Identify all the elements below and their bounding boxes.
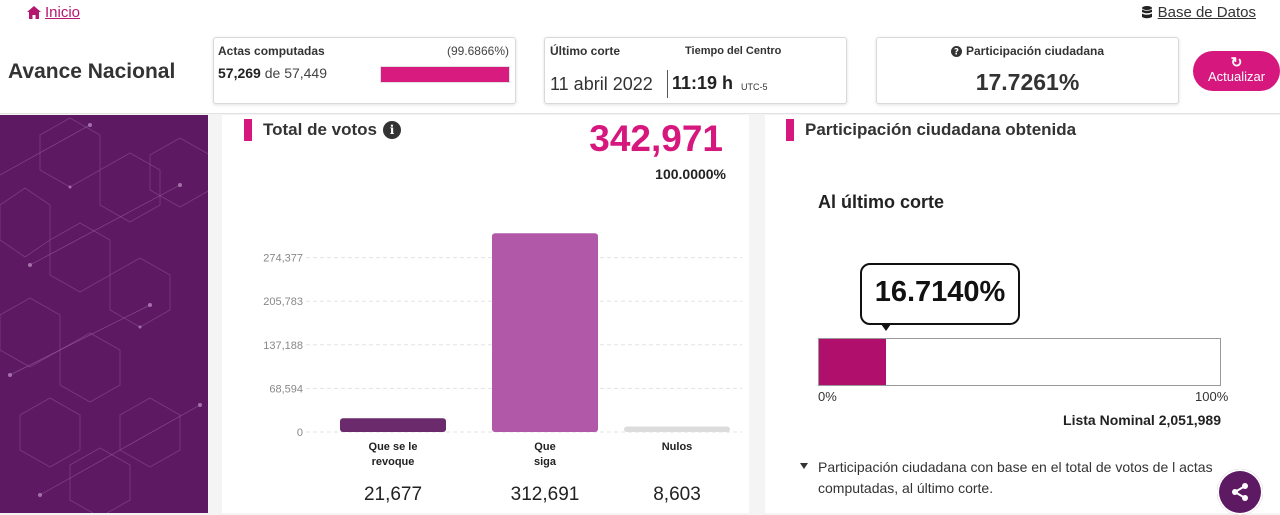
lista-nominal: Lista Nominal 2,051,989 <box>1063 412 1221 428</box>
category-label: Nulos <box>662 441 693 453</box>
participation-value-bubble: 16.7140% <box>860 263 1020 325</box>
home-link[interactable]: Inicio <box>27 4 80 21</box>
bubble-pointer <box>881 324 891 331</box>
actas-count: 57,269 de 57,449 <box>218 65 327 81</box>
participation-card-label-text: Participación ciudadana <box>965 44 1105 58</box>
section-marker <box>786 119 794 141</box>
participation-progress-fill <box>819 339 887 385</box>
database-icon <box>1141 6 1152 19</box>
category-label: revoque <box>372 456 415 468</box>
actas-progress-fill <box>381 67 509 82</box>
participation-note: Participación ciudadana con base en el t… <box>800 457 1230 499</box>
database-link-label: Base de Datos <box>1157 4 1256 21</box>
refresh-button[interactable]: ↻ Actualizar <box>1193 51 1280 91</box>
progress-max-label: 100% <box>1195 389 1229 404</box>
hexagon-pattern <box>0 117 208 513</box>
question-icon[interactable]: ? <box>950 45 962 57</box>
share-icon <box>1232 483 1248 501</box>
bar-1[interactable] <box>492 233 598 432</box>
y-tick-label: 274,377 <box>263 253 303 265</box>
refresh-icon: ↻ <box>1230 54 1243 70</box>
participation-card-label: ? Participación ciudadana <box>877 44 1178 58</box>
bar-value-label: 312,691 <box>511 484 580 505</box>
total-votes-title: Total de votos i <box>263 120 401 140</box>
y-tick-label: 68,594 <box>269 383 303 395</box>
page-title: Avance Nacional <box>8 60 176 83</box>
database-link[interactable]: Base de Datos <box>1141 4 1256 21</box>
category-label: Que <box>534 441 555 453</box>
total-votes-percent: 100.0000% <box>655 166 726 182</box>
top-bar: Inicio Base de Datos Avance Nacional Act… <box>0 0 1280 114</box>
actas-label: Actas computadas <box>218 44 325 58</box>
share-button[interactable] <box>1217 469 1263 515</box>
total-votes-title-text: Total de votos <box>263 120 377 139</box>
decorative-hexagon-panel <box>0 115 208 513</box>
y-tick-label: 137,188 <box>263 340 303 352</box>
actas-total: 57,449 <box>284 65 328 81</box>
total-votes-panel: Total de votos i 342,971 100.0000% 0 68,5… <box>222 115 749 513</box>
home-link-label: Inicio <box>45 4 81 21</box>
participation-note-text: Participación ciudadana con base en el t… <box>818 459 1213 496</box>
votes-bar-chart: 0 68,594 137,188 205,783 274,377 Que se le rev… <box>263 233 742 505</box>
actas-of-word: de <box>264 65 281 81</box>
participation-progress-bar <box>818 338 1221 386</box>
y-tick-label: 0 <box>297 427 303 439</box>
corte-time: 11:19 h <box>672 73 734 93</box>
actas-percent: (99.6866%) <box>446 44 509 58</box>
progress-min-label: 0% <box>818 389 837 404</box>
corte-utc: UTC-5 <box>741 82 768 92</box>
participation-panel: Participación ciudadana obtenida Al últi… <box>765 115 1280 513</box>
total-votes-value: 342,971 <box>589 118 723 159</box>
actas-card: Actas computadas (99.6866%) 57,269 de 57… <box>213 37 516 104</box>
bar-value-label: 21,677 <box>364 484 422 505</box>
timezone-label: Tiempo del Centro <box>685 45 782 57</box>
corte-card: Último corte Tiempo del Centro 11 abril … <box>544 37 847 104</box>
bullet-triangle-icon <box>800 463 808 469</box>
corte-label: Último corte <box>550 44 621 58</box>
home-icon <box>27 6 41 19</box>
svg-text:?: ? <box>954 47 959 57</box>
bar-value-label: 8,603 <box>653 484 701 505</box>
category-label: Que se le <box>369 441 418 453</box>
category-label: siga <box>534 456 557 468</box>
participation-card: ? Participación ciudadana 17.7261% <box>876 37 1179 104</box>
y-tick-label: 205,783 <box>263 296 303 308</box>
participation-subtitle: Al último corte <box>818 192 945 212</box>
refresh-button-label: Actualizar <box>1207 69 1266 84</box>
info-icon[interactable]: i <box>382 121 401 139</box>
corte-separator <box>667 70 668 98</box>
actas-computed: 57,269 <box>218 65 261 81</box>
bar-0[interactable] <box>340 418 446 432</box>
bar-2[interactable] <box>624 426 730 432</box>
participation-card-value: 17.7261% <box>975 69 1080 95</box>
corte-date: 11 abril 2022 <box>550 74 653 94</box>
participation-title: Participación ciudadana obtenida <box>805 120 1077 139</box>
section-marker <box>244 119 252 141</box>
actas-progress-bar <box>380 66 510 83</box>
